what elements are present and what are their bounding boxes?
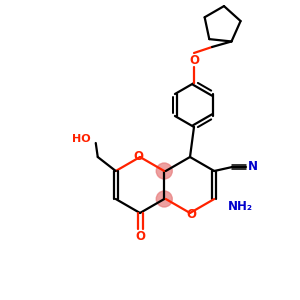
Text: N: N xyxy=(248,160,258,173)
Circle shape xyxy=(156,163,172,179)
Text: HO: HO xyxy=(72,134,91,144)
Text: O: O xyxy=(135,230,145,244)
Text: O: O xyxy=(133,149,143,163)
Text: O: O xyxy=(186,208,196,220)
Circle shape xyxy=(156,191,172,207)
Text: NH₂: NH₂ xyxy=(228,200,253,214)
Text: O: O xyxy=(189,53,199,67)
